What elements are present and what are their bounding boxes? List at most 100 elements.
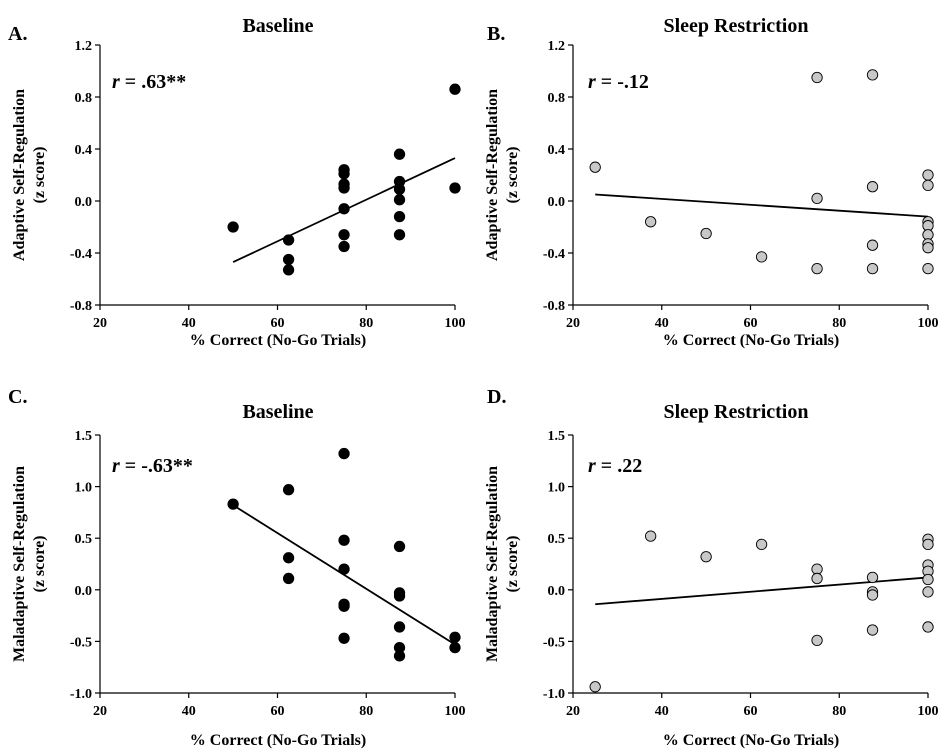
data-point (339, 204, 349, 214)
y-tick-label: 0.0 (548, 195, 566, 210)
y-axis-sublabel: (z score) (31, 147, 48, 204)
y-tick-label: 0.5 (75, 532, 93, 547)
data-point (339, 183, 349, 193)
data-point (450, 84, 460, 94)
data-point (394, 211, 404, 221)
panel-title: Sleep Restriction (664, 401, 809, 423)
y-tick-label: 0.0 (548, 584, 566, 599)
x-tick-label: 60 (271, 704, 285, 719)
data-point (339, 535, 349, 545)
data-point (923, 170, 933, 180)
data-point (339, 448, 349, 458)
correlation-annotation: r = -.63** (112, 455, 193, 477)
trend-line (595, 195, 928, 217)
y-axis-label: Maladaptive Self-Regulation (484, 466, 501, 662)
data-point (394, 149, 404, 159)
x-tick-label: 40 (182, 704, 196, 719)
x-tick-label: 80 (832, 316, 846, 331)
panel-a: A. Baseline -0.8 -0.4 0.0 0.4 0.8 1.2 20 40 60 80… (8, 15, 466, 349)
data-point (339, 169, 349, 179)
panel-letter: A. (8, 23, 27, 45)
x-tick-label: 100 (445, 316, 466, 331)
y-axis-sublabel: (z score) (504, 147, 521, 204)
data-point (339, 601, 349, 611)
y-tick-label: 1.2 (548, 39, 566, 54)
data-point (590, 682, 600, 692)
data-point (283, 235, 293, 245)
panel-c: C. Baseline -1.0 -0.5 0.0 0.5 1.0 1.5 20 40 60 80… (8, 386, 466, 749)
stat-r: r (588, 71, 596, 93)
stat-value: = -.63** (120, 455, 193, 477)
data-point (339, 241, 349, 251)
data-point (339, 633, 349, 643)
data-point (450, 183, 460, 193)
data-point (701, 228, 711, 238)
y-tick-label: 0.5 (548, 532, 566, 547)
data-point (394, 195, 404, 205)
stat-r: r (112, 71, 120, 93)
data-point (923, 622, 933, 632)
data-point (283, 254, 293, 264)
stat-r: r (588, 455, 596, 477)
x-tick-label: 80 (832, 704, 846, 719)
y-tick-label: -1.0 (70, 687, 92, 702)
x-axis-label: % Correct (No-Go Trials) (190, 332, 366, 349)
y-tick-label: -1.0 (543, 687, 565, 702)
data-point (923, 574, 933, 584)
x-tick-label: 40 (182, 316, 196, 331)
x-tick-label: 40 (655, 704, 669, 719)
data-point (812, 72, 822, 82)
data-point (283, 573, 293, 583)
data-point (283, 265, 293, 275)
x-tick-label: 20 (566, 704, 580, 719)
y-axis-label: Adaptive Self-Regulation (484, 89, 501, 261)
data-point (339, 564, 349, 574)
stat-value: = .22 (596, 455, 642, 477)
x-tick-label: 20 (566, 316, 580, 331)
data-point (339, 230, 349, 240)
x-tick-label: 20 (93, 704, 107, 719)
y-tick-label: 1.0 (548, 481, 566, 496)
data-point (867, 572, 877, 582)
data-point (923, 587, 933, 597)
y-axis-sublabel: (z score) (504, 536, 521, 593)
data-point (867, 625, 877, 635)
data-point (867, 70, 877, 80)
data-point (923, 180, 933, 190)
correlation-annotation: r = .63** (112, 71, 186, 93)
x-tick-label: 80 (359, 704, 373, 719)
y-axis-label: Adaptive Self-Regulation (11, 89, 28, 261)
panel-letter: D. (487, 386, 506, 408)
data-point (394, 591, 404, 601)
panel-letter: C. (8, 386, 27, 408)
correlation-annotation: r = -.12 (588, 71, 649, 93)
x-axis-label: % Correct (No-Go Trials) (663, 332, 839, 349)
data-point (394, 651, 404, 661)
data-point (450, 642, 460, 652)
data-point (923, 243, 933, 253)
data-point (923, 263, 933, 273)
data-point (394, 622, 404, 632)
stat-value: = -.12 (596, 71, 649, 93)
data-point (867, 182, 877, 192)
x-axis-label: % Correct (No-Go Trials) (663, 732, 839, 749)
panel-b: B. Sleep Restriction -0.8 -0.4 0.0 0.4 0.8 1.… (484, 15, 939, 349)
panel-title: Sleep Restriction (664, 15, 809, 37)
x-tick-label: 20 (93, 316, 107, 331)
x-tick-label: 40 (655, 316, 669, 331)
data-point (701, 552, 711, 562)
data-point (867, 240, 877, 250)
x-tick-label: 60 (271, 316, 285, 331)
y-axis-sublabel: (z score) (31, 536, 48, 593)
x-tick-label: 100 (918, 704, 939, 719)
data-point (394, 541, 404, 551)
data-point (228, 499, 238, 509)
stat-r: r (112, 455, 120, 477)
y-tick-label: -0.4 (543, 247, 565, 262)
y-tick-label: 1.5 (548, 429, 566, 444)
data-point (645, 217, 655, 227)
x-tick-label: 60 (744, 316, 758, 331)
panel-title: Baseline (242, 15, 313, 37)
panel-d: D. Sleep Restriction -1.0 -0.5 0.0 0.5 1.0 1.… (484, 386, 939, 749)
